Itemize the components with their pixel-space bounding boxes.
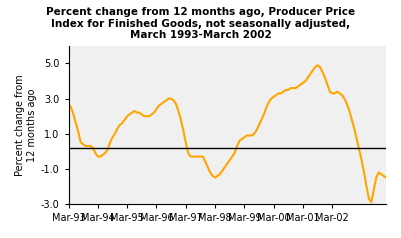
- Text: Percent change from 12 months ago, Producer Price
Index for Finished Goods, not : Percent change from 12 months ago, Produ…: [46, 7, 355, 40]
- Y-axis label: Percent change from
12 months ago: Percent change from 12 months ago: [15, 74, 36, 176]
